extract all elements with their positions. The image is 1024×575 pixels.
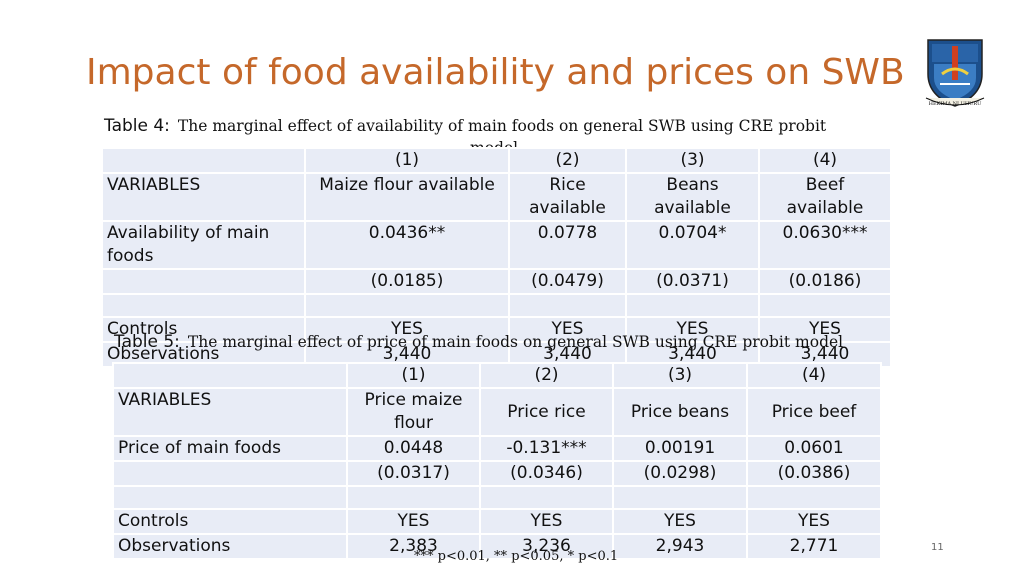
table-cell: YES — [304, 316, 510, 343]
table-cell: (3) — [625, 147, 760, 174]
table-cell: (4) — [746, 362, 882, 389]
table-cell: 2,383 — [346, 533, 481, 560]
table-cell: (1) — [304, 147, 510, 174]
table-cell: YES — [508, 316, 627, 343]
table-row — [112, 485, 882, 510]
table5-caption-text: The marginal effect of price of main foo… — [187, 333, 844, 351]
table-cell: (0.0298) — [612, 460, 748, 487]
table-cell: -0.131*** — [479, 435, 614, 462]
table-cell: 2,771 — [746, 533, 882, 560]
table-cell: YES — [612, 508, 748, 535]
table-cell: (3) — [612, 362, 748, 389]
table-cell: 0.0630*** — [758, 220, 892, 270]
table-cell: Price of main foods — [112, 435, 348, 462]
table-cell — [112, 362, 348, 389]
table-cell: VARIABLES — [101, 172, 306, 222]
table-cell: Beef available — [758, 172, 892, 222]
table-cell: (0.0186) — [758, 268, 892, 295]
table-cell: 2,943 — [612, 533, 748, 560]
table-cell: VARIABLES — [112, 387, 348, 437]
table-cell: (4) — [758, 147, 892, 174]
table-cell: 0.0601 — [746, 435, 882, 462]
table-cell — [101, 147, 306, 174]
table-cell: YES — [625, 316, 760, 343]
table-cell: 0.0448 — [346, 435, 481, 462]
table-cell: (0.0371) — [625, 268, 760, 295]
table4-caption-wrap: model — [470, 138, 518, 147]
table4: (1) (2) (3) (4) VARIABLES Maize flour av… — [101, 147, 892, 368]
table-cell: 3,236 — [479, 533, 614, 560]
slide-title: Impact of food availability and prices o… — [86, 52, 905, 93]
table-row: (1) (2) (3) (4) — [112, 362, 882, 389]
table-cell: Beans available — [625, 172, 760, 222]
table-row: VARIABLES Price maize flour Price rice P… — [112, 387, 882, 437]
table-row: Availability of main foods 0.0436** 0.07… — [101, 220, 892, 270]
table-cell: Maize flour available — [304, 172, 510, 222]
table-cell: YES — [479, 508, 614, 535]
table-row: Price of main foods 0.0448 -0.131*** 0.0… — [112, 435, 882, 462]
table-cell: YES — [746, 508, 882, 535]
table-cell: Rice available — [508, 172, 627, 222]
table-cell — [112, 460, 348, 487]
table-row: VARIABLES Maize flour available Rice ava… — [101, 172, 892, 222]
table-cell: Price beef — [746, 387, 882, 437]
table-row: Observations 2,383 3,236 2,943 2,771 — [112, 533, 882, 560]
table-row — [101, 293, 892, 318]
table-cell: (0.0346) — [479, 460, 614, 487]
page-number: 11 — [931, 542, 944, 553]
table-row: Controls YES YES YES YES — [112, 508, 882, 535]
table5-caption: Table 5: The marginal effect of price of … — [114, 332, 843, 352]
table-cell: (2) — [479, 362, 614, 389]
table-cell: Availability of main foods — [101, 220, 306, 270]
table-cell: Price beans — [612, 387, 748, 437]
table-row: (0.0317) (0.0346) (0.0298) (0.0386) — [112, 460, 882, 487]
table-cell: Controls — [112, 508, 348, 535]
table-cell: Observations — [112, 533, 348, 560]
table-cell: (0.0317) — [346, 460, 481, 487]
table-cell: (2) — [508, 147, 627, 174]
table-cell — [101, 268, 306, 295]
table-cell: Price maize flour — [346, 387, 481, 437]
university-crest-logo: HEKIMA NI UHURU — [925, 39, 985, 107]
table4-caption-text: The marginal effect of availability of m… — [177, 117, 827, 135]
table5: (1) (2) (3) (4) VARIABLES Price maize fl… — [112, 362, 882, 560]
table-cell: (0.0386) — [746, 460, 882, 487]
table-cell: YES — [346, 508, 481, 535]
table-row: Controls YES YES YES YES — [101, 316, 892, 343]
table-cell: (0.0479) — [508, 268, 627, 295]
table-cell: 0.0778 — [508, 220, 627, 270]
table-cell: Controls — [101, 316, 306, 343]
table4-label: Table 4: — [104, 116, 170, 136]
table-cell: 0.00191 — [612, 435, 748, 462]
table-cell: YES — [758, 316, 892, 343]
significance-footnote: *** p<0.01, ** p<0.05, * p<0.1 — [414, 549, 619, 564]
table-cell: 0.0704* — [625, 220, 760, 270]
table-cell: Price rice — [479, 387, 614, 437]
table-cell: 0.0436** — [304, 220, 510, 270]
svg-text:HEKIMA NI UHURU: HEKIMA NI UHURU — [929, 101, 982, 107]
table5-label: Table 5: — [114, 332, 180, 352]
table-row: (0.0185) (0.0479) (0.0371) (0.0186) — [101, 268, 892, 295]
table-cell: (0.0185) — [304, 268, 510, 295]
table4-caption: Table 4: The marginal effect of availabil… — [104, 116, 826, 136]
table-row: (1) (2) (3) (4) — [101, 147, 892, 174]
table-cell: (1) — [346, 362, 481, 389]
